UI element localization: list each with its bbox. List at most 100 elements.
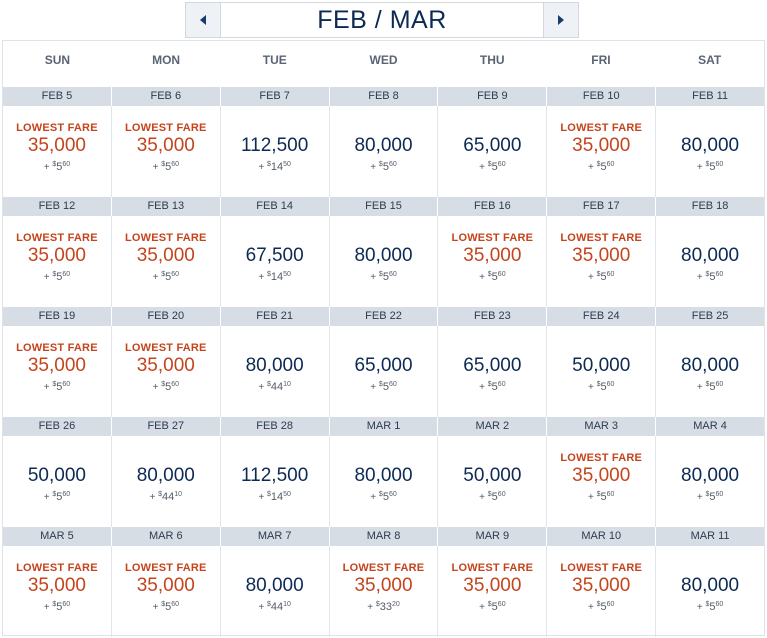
- fare-cell[interactable]: 50,000 + $560: [438, 436, 548, 527]
- fare-cell[interactable]: LOWEST FARE 35,000 + $560: [547, 436, 657, 527]
- day-date-label: FEB 14: [221, 197, 330, 216]
- fare-cell[interactable]: 112,500 + $1450: [221, 106, 330, 197]
- tax-cents: 60: [497, 161, 506, 168]
- fare-cell[interactable]: LOWEST FARE 35,000 + $560: [112, 546, 221, 637]
- fare-cell[interactable]: 112,500 + $1450: [221, 436, 330, 527]
- tax-currency: $: [596, 381, 601, 388]
- day-date-label: MAR 9: [438, 527, 548, 546]
- lowest-fare-badge: LOWEST FARE: [16, 562, 98, 574]
- tax-currency: $: [705, 271, 710, 278]
- fare-tax: + $560: [43, 271, 71, 283]
- lowest-fare-badge: LOWEST FARE: [560, 562, 643, 574]
- fare-miles: 35,000: [572, 575, 631, 596]
- fare-miles: 35,000: [572, 135, 631, 156]
- fare-cell[interactable]: LOWEST FARE 35,000 + $560: [112, 326, 221, 417]
- fare-miles: 35,000: [136, 245, 195, 266]
- day-date-label: FEB 8: [330, 87, 439, 106]
- fare-cell[interactable]: 80,000 + $4410: [112, 436, 221, 527]
- fare-cell[interactable]: 80,000 + $4410: [221, 546, 330, 637]
- day-date-label: FEB 27: [112, 417, 221, 436]
- day-date-label: FEB 20: [112, 307, 221, 326]
- fare-miles: 80,000: [136, 465, 195, 486]
- tax-dollars: 5: [600, 381, 607, 393]
- fare-tax: + $560: [696, 271, 724, 283]
- lowest-fare-badge: LOWEST FARE: [124, 562, 207, 574]
- weekday-label: SUN: [44, 53, 71, 67]
- day-date-label: FEB 23: [438, 307, 548, 326]
- tax-dollars: 5: [600, 161, 607, 173]
- fare-miles: 80,000: [245, 575, 304, 596]
- fare-cell[interactable]: 80,000 + $560: [656, 216, 764, 307]
- fare-cell[interactable]: LOWEST FARE 35,000 + $560: [438, 216, 548, 307]
- tax-currency: $: [266, 161, 271, 168]
- tax-dollars: 5: [382, 491, 389, 503]
- fare-cell[interactable]: 80,000 + $560: [656, 326, 764, 417]
- fare-cell[interactable]: 65,000 + $560: [438, 326, 548, 417]
- fare-cell[interactable]: LOWEST FARE 35,000 + $560: [112, 106, 221, 197]
- fare-row: LOWEST FARE 35,000 + $560 LOWEST FARE 35,000…: [3, 216, 764, 307]
- tax-currency: $: [161, 601, 166, 608]
- fare-cell[interactable]: 67,500 + $1450: [221, 216, 330, 307]
- day-date-label: FEB 24: [547, 307, 657, 326]
- fare-cell[interactable]: LOWEST FARE 35,000 + $560: [3, 216, 112, 307]
- fare-cell[interactable]: 80,000 + $560: [330, 106, 439, 197]
- next-month-button[interactable]: [543, 3, 578, 37]
- calendar-week: MAR 5 MAR 6 MAR 7 MAR 8 MAR 9 MAR 10 MAR 11 LOW…: [3, 527, 764, 637]
- fare-tax: + $560: [588, 491, 615, 503]
- fare-cell[interactable]: 50,000 + $560: [3, 436, 112, 527]
- tax-currency: $: [378, 161, 383, 168]
- fare-cell[interactable]: LOWEST FARE 35,000 + $3320: [330, 546, 439, 637]
- fare-row: LOWEST FARE 35,000 + $560 LOWEST FARE 35,000…: [3, 106, 764, 197]
- tax-currency: $: [487, 161, 492, 168]
- fare-cell[interactable]: 80,000 + $560: [330, 436, 439, 527]
- fare-row: LOWEST FARE 35,000 + $560 LOWEST FARE 35,000…: [3, 326, 764, 417]
- fare-cell[interactable]: 80,000 + $4410: [221, 326, 330, 417]
- tax-currency: $: [705, 381, 710, 388]
- fare-miles: 35,000: [27, 135, 86, 156]
- tax-dollars: 14: [270, 271, 284, 283]
- tax-currency: $: [596, 491, 601, 498]
- tax-dollars: 5: [491, 271, 498, 283]
- fare-cell[interactable]: 65,000 + $560: [438, 106, 548, 197]
- fare-cell[interactable]: LOWEST FARE 35,000 + $560: [547, 216, 657, 307]
- fare-cell[interactable]: LOWEST FARE 35,000 + $560: [438, 546, 548, 637]
- fare-cell[interactable]: LOWEST FARE 35,000 + $560: [547, 106, 657, 197]
- tax-cents: 20: [392, 601, 400, 608]
- fare-cell[interactable]: 50,000 + $560: [547, 326, 657, 417]
- day-date-label: FEB 9: [438, 87, 548, 106]
- fare-miles: 35,000: [354, 575, 413, 596]
- tax-currency: $: [375, 601, 380, 608]
- fare-miles: 80,000: [354, 465, 413, 486]
- fare-cell[interactable]: LOWEST FARE 35,000 + $560: [3, 546, 112, 637]
- fare-cell[interactable]: LOWEST FARE 35,000 + $560: [547, 546, 657, 637]
- tax-cents: 10: [283, 381, 291, 388]
- fare-tax: + $560: [370, 491, 397, 503]
- fare-miles: 35,000: [572, 245, 631, 266]
- day-date-label: FEB 21: [221, 307, 330, 326]
- fare-cell[interactable]: 80,000 + $560: [656, 436, 764, 527]
- tax-currency: $: [266, 491, 271, 498]
- fare-cell[interactable]: 80,000 + $560: [656, 106, 764, 197]
- day-date-label: MAR 11: [690, 530, 730, 542]
- tax-cents: 60: [497, 601, 506, 608]
- fare-cell[interactable]: 80,000 + $560: [330, 216, 439, 307]
- date-bar: FEB 26 FEB 27 FEB 28 MAR 1 MAR 2 MAR 3 MAR 4: [3, 417, 764, 436]
- tax-dollars: 5: [56, 601, 63, 613]
- tax-dollars: 5: [165, 161, 172, 173]
- fare-cell[interactable]: LOWEST FARE 35,000 + $560: [3, 326, 112, 417]
- caret-left-icon: [200, 15, 206, 25]
- fare-cell[interactable]: 80,000 + $560: [656, 546, 764, 637]
- fare-cell[interactable]: 65,000 + $560: [330, 326, 439, 417]
- fare-cell[interactable]: LOWEST FARE 35,000 + $560: [112, 216, 221, 307]
- day-date-label: FEB 19: [3, 307, 112, 326]
- fare-tax: + $560: [588, 161, 615, 173]
- previous-month-button[interactable]: [186, 3, 221, 37]
- fare-tax: + $4410: [149, 491, 183, 503]
- tax-dollars: 5: [491, 381, 498, 393]
- fare-tax: + $560: [370, 381, 397, 393]
- lowest-fare-badge: LOWEST FARE: [124, 232, 207, 244]
- tax-dollars: 14: [270, 161, 284, 173]
- tax-currency: $: [596, 161, 601, 168]
- fare-cell[interactable]: LOWEST FARE 35,000 + $560: [3, 106, 112, 197]
- tax-currency: $: [161, 381, 166, 388]
